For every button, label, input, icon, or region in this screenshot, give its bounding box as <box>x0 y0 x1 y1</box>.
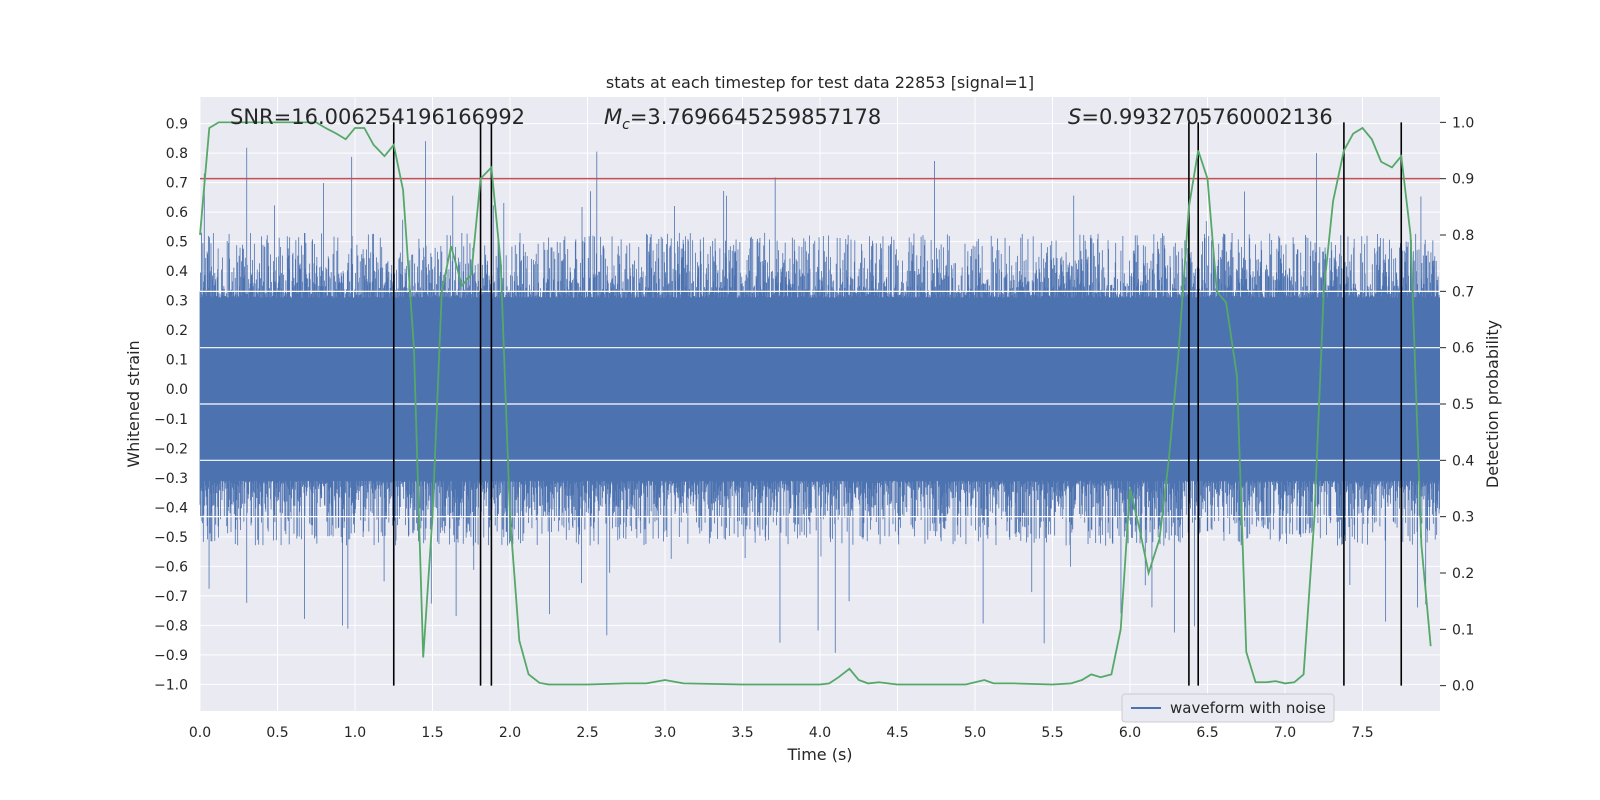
y-axis-label: Whitened strain <box>124 340 143 467</box>
mc-annotation: Mc=3.7696645259857178 <box>604 105 881 133</box>
x-tick-label: 2.0 <box>499 725 521 741</box>
y-tick-label: 0.7 <box>166 176 188 192</box>
y-tick-label: −0.1 <box>154 412 188 428</box>
y2-tick-label: 0.4 <box>1452 453 1474 469</box>
y-tick-label: 0.6 <box>166 205 188 221</box>
y-tick-label: −0.7 <box>154 589 188 605</box>
x-axis-ticks: 0.0 0.5 1.0 1.5 2.0 2.5 3.0 3.5 4.0 4.5 5.0 5.5 6.0 6… <box>189 725 1374 741</box>
x-axis-label: Time (s) <box>786 745 852 764</box>
x-tick-label: 1.5 <box>421 725 443 741</box>
y-tick-label: −0.3 <box>154 471 188 487</box>
y2-tick-label: 1.0 <box>1452 115 1474 131</box>
legend-label-waveform: waveform with noise <box>1170 699 1326 717</box>
y2-tick-label: 0.0 <box>1452 679 1474 695</box>
mc-value: =3.7696645259857178 <box>630 105 881 129</box>
waveform-series <box>199 141 1440 653</box>
y-tick-label: −0.9 <box>154 648 188 664</box>
y-tick-label: 0.0 <box>166 382 188 398</box>
y2-tick-label: 0.5 <box>1452 397 1474 413</box>
y-tick-label: −0.4 <box>154 500 188 516</box>
mc-subscript: c <box>622 117 630 133</box>
legend-box <box>1121 693 1335 723</box>
x-tick-label: 4.5 <box>886 725 908 741</box>
x-tick-label: 6.5 <box>1196 725 1218 741</box>
mc-symbol: M <box>604 105 622 129</box>
y-tick-label: 0.3 <box>166 294 188 310</box>
y-tick-label: −0.6 <box>154 559 188 575</box>
y2-axis-label: Detection probability <box>1483 320 1502 488</box>
y2-axis-ticks: 1.0 0.9 0.8 0.7 0.6 0.5 0.4 0.3 0.2 0.1 0.0 <box>1440 115 1474 695</box>
s-value: =0.9932705760002136 <box>1081 105 1332 129</box>
x-tick-label: 0.5 <box>266 725 288 741</box>
probability-line <box>199 121 1432 686</box>
y2-tick-label: 0.8 <box>1452 228 1474 244</box>
y-tick-label: 0.2 <box>166 323 188 339</box>
x-tick-label: 4.0 <box>809 725 831 741</box>
x-tick-label: 3.0 <box>654 725 676 741</box>
probability-series <box>199 121 1432 686</box>
y2-tick-label: 0.1 <box>1452 622 1474 638</box>
legend: waveform with noise <box>1121 693 1335 723</box>
s-symbol: S <box>1068 105 1081 129</box>
x-tick-label: 3.5 <box>731 725 753 741</box>
y2-tick-label: 0.7 <box>1452 284 1474 300</box>
y-tick-label: 0.1 <box>166 353 188 369</box>
x-tick-label: 7.0 <box>1274 725 1296 741</box>
s-annotation: S=0.9932705760002136 <box>1068 105 1333 129</box>
snr-annotation: SNR=16.006254196166992 <box>230 105 525 129</box>
x-tick-label: 6.0 <box>1119 725 1141 741</box>
x-tick-label: 5.0 <box>964 725 986 741</box>
x-tick-label: 5.5 <box>1041 725 1063 741</box>
waveform-trace <box>199 141 1440 653</box>
x-tick-label: 2.5 <box>576 725 598 741</box>
y-tick-label: 0.8 <box>166 146 188 162</box>
y-tick-label: 0.5 <box>166 235 188 251</box>
y-axis-ticks: 0.9 0.8 0.7 0.6 0.5 0.4 0.3 0.2 0.1 0.0 −0.1 −0.2 −0… <box>154 117 188 694</box>
y-tick-label: −0.2 <box>154 441 188 457</box>
y2-tick-label: 0.6 <box>1452 341 1474 357</box>
y-tick-label: 0.4 <box>166 264 188 280</box>
y-tick-label: −1.0 <box>154 677 188 693</box>
x-tick-label: 0.0 <box>189 725 211 741</box>
chart-title: stats at each timestep for test data 228… <box>606 73 1034 92</box>
y2-tick-label: 0.3 <box>1452 510 1474 526</box>
x-tick-label: 1.0 <box>344 725 366 741</box>
x-tick-label: 7.5 <box>1351 725 1373 741</box>
y-tick-label: 0.9 <box>166 117 188 133</box>
y2-tick-label: 0.9 <box>1452 172 1474 188</box>
y-tick-label: −0.8 <box>154 618 188 634</box>
y-tick-label: −0.5 <box>154 530 188 546</box>
y2-tick-label: 0.2 <box>1452 566 1474 582</box>
